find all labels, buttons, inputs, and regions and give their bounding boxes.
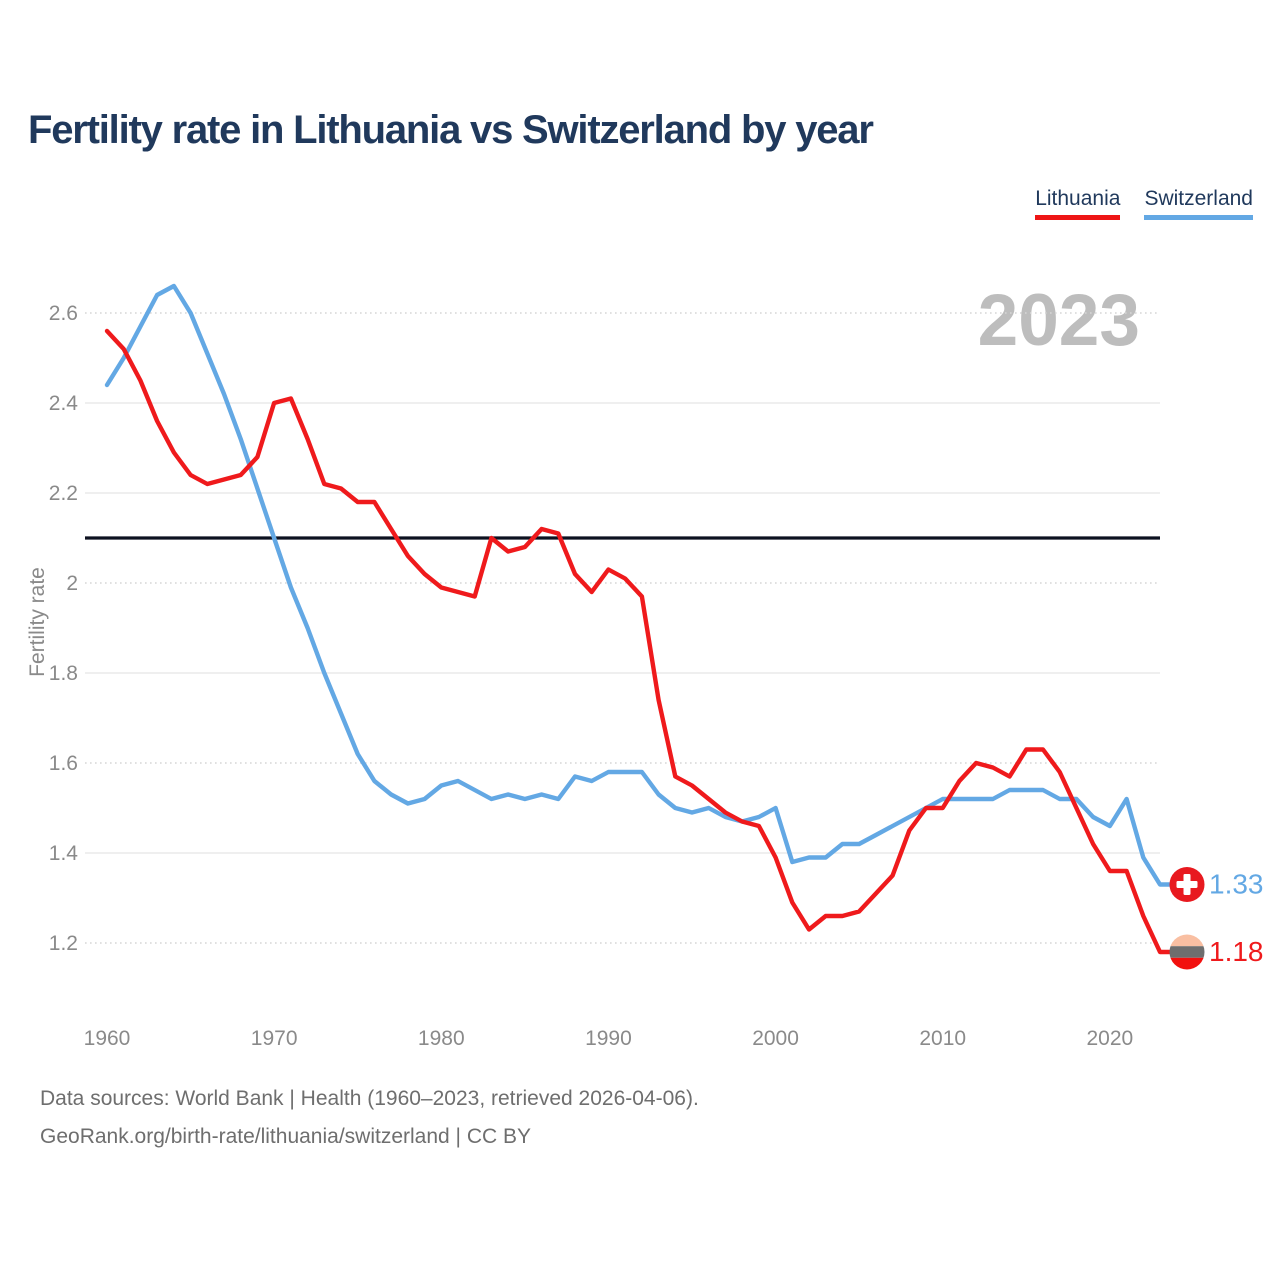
legend-item-switzerland[interactable]: Switzerland bbox=[1144, 186, 1253, 221]
y-axis-tick-labels: 2.6 2.4 2.2 2 1.8 1.6 1.4 1.2 bbox=[49, 302, 79, 955]
series-lines bbox=[104, 283, 1173, 955]
switzerland-flag-cross-v bbox=[1183, 874, 1191, 895]
legend-item-lithuania[interactable]: Lithuania bbox=[1035, 186, 1121, 221]
y-tick-label: 2.4 bbox=[49, 392, 79, 415]
footer: Data sources: World Bank | Health (1960–… bbox=[40, 1080, 699, 1156]
y-tick-label: 1.6 bbox=[49, 752, 78, 775]
lithuania-end-marker: 1.18 bbox=[1169, 934, 1264, 970]
switzerland-end-marker: 1.33 bbox=[1169, 867, 1264, 902]
lithuania-line bbox=[104, 328, 1173, 955]
switzerland-end-value: 1.33 bbox=[1209, 869, 1264, 900]
footer-attribution: GeoRank.org/birth-rate/lithuania/switzer… bbox=[40, 1125, 532, 1148]
x-tick-label: 2000 bbox=[752, 1027, 799, 1050]
y-tick-label: 2 bbox=[66, 572, 78, 595]
x-tick-label: 1980 bbox=[418, 1027, 465, 1050]
y-axis-title: Fertility rate bbox=[26, 567, 49, 677]
watermark-year: 2023 bbox=[978, 280, 1140, 361]
y-tick-label: 1.2 bbox=[49, 932, 78, 955]
y-tick-label: 1.4 bbox=[49, 842, 79, 865]
x-tick-label: 1990 bbox=[585, 1027, 632, 1050]
x-axis-tick-labels: 1960 1970 1980 1990 2000 2010 2020 bbox=[84, 1027, 1134, 1050]
lithuania-end-value: 1.18 bbox=[1209, 936, 1264, 967]
x-tick-label: 2010 bbox=[919, 1027, 966, 1050]
y-tick-label: 2.2 bbox=[49, 482, 78, 505]
x-tick-label: 2020 bbox=[1086, 1027, 1133, 1050]
x-tick-label: 1970 bbox=[251, 1027, 298, 1050]
y-tick-label: 1.8 bbox=[49, 662, 78, 685]
footer-data-sources: Data sources: World Bank | Health (1960–… bbox=[40, 1087, 699, 1110]
legend: Lithuania Switzerland bbox=[1035, 186, 1253, 221]
gridlines bbox=[85, 312, 1160, 944]
fertility-chart: 2023 2.6 2.4 2.2 2 1.8 1.6 1.4 1.2 1960 1970 1980… bbox=[26, 280, 1264, 1050]
page-title: Fertility rate in Lithuania vs Switzerla… bbox=[28, 108, 874, 152]
x-tick-label: 1960 bbox=[84, 1027, 131, 1050]
lithuania-flag-icon bbox=[1169, 934, 1205, 970]
y-tick-label: 2.6 bbox=[49, 302, 78, 325]
switzerland-line bbox=[104, 283, 1173, 887]
